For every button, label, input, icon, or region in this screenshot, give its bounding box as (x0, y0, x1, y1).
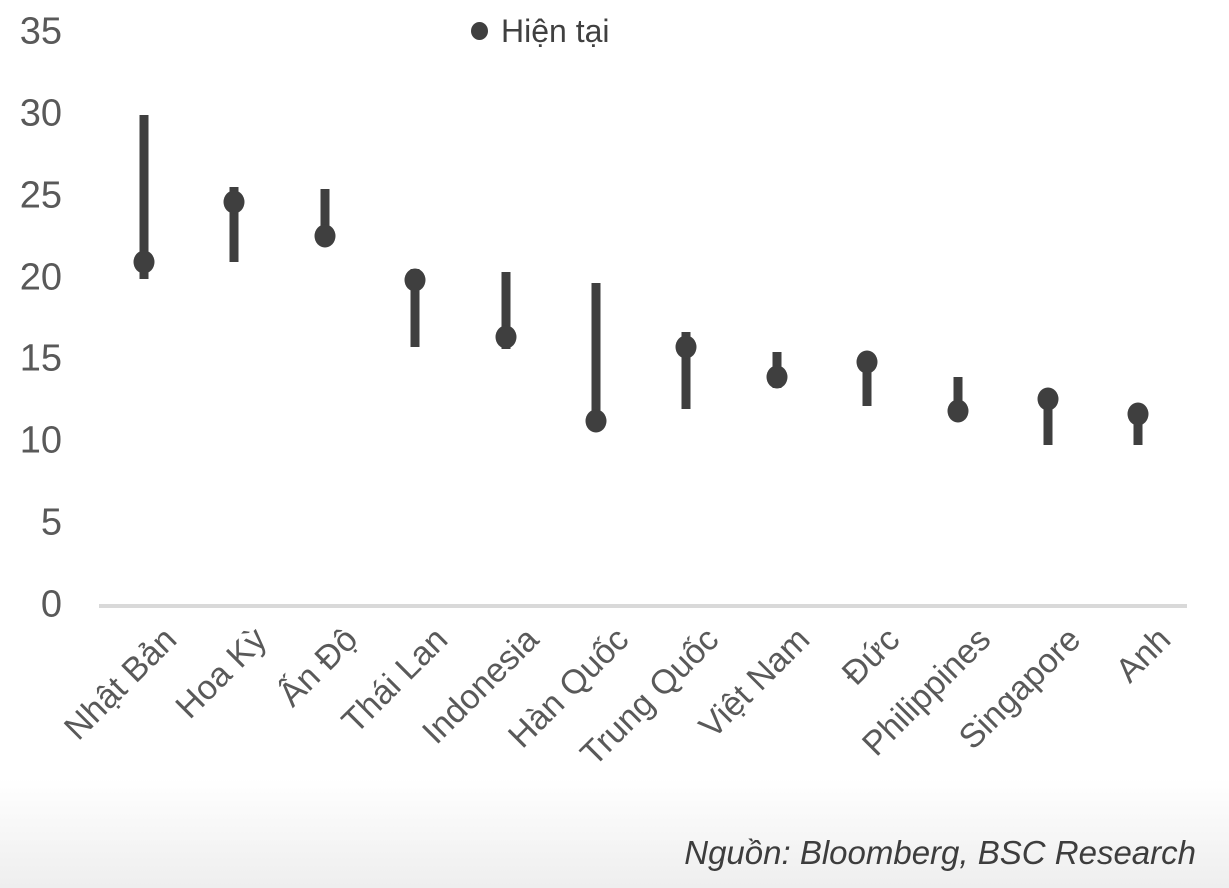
range-bar (681, 332, 691, 410)
range-bar (862, 356, 872, 407)
y-tick-label: 15 (19, 337, 62, 380)
current-value-dot (1037, 387, 1059, 411)
y-tick-label: 35 (19, 10, 62, 53)
range-bar (410, 268, 420, 348)
legend: Hiện tại (471, 11, 610, 51)
range-bar (320, 188, 330, 240)
current-value-dot (675, 335, 697, 359)
current-value-dot (404, 268, 426, 292)
y-tick-label: 30 (19, 92, 62, 135)
current-value-dot (585, 409, 607, 433)
current-value-dot (314, 224, 336, 248)
range-bar (1133, 410, 1143, 446)
current-value-dot (133, 250, 155, 274)
source-note: Nguồn: Bloomberg, BSC Research (684, 834, 1196, 871)
y-tick-label: 25 (19, 174, 62, 217)
current-value-dot (766, 365, 788, 389)
legend-label: Hiện tại (501, 13, 610, 49)
range-bar (501, 271, 511, 349)
y-tick-label: 0 (40, 583, 62, 626)
current-value-dot (223, 190, 245, 214)
current-value-dot (947, 399, 969, 423)
range-bar (229, 186, 239, 263)
range-bar (591, 283, 601, 423)
current-value-dot (856, 350, 878, 374)
y-tick-label: 5 (40, 501, 62, 544)
range-bar (953, 376, 963, 421)
range-bar (139, 115, 149, 279)
y-tick-label: 20 (19, 256, 62, 299)
current-value-dot (1127, 402, 1149, 426)
x-axis-line (99, 604, 1187, 608)
current-value-dot (495, 325, 517, 349)
legend-dot-icon (471, 22, 488, 40)
bottom-gradient (0, 778, 1229, 888)
y-tick-label: 10 (19, 419, 62, 462)
range-bar (1043, 396, 1053, 446)
